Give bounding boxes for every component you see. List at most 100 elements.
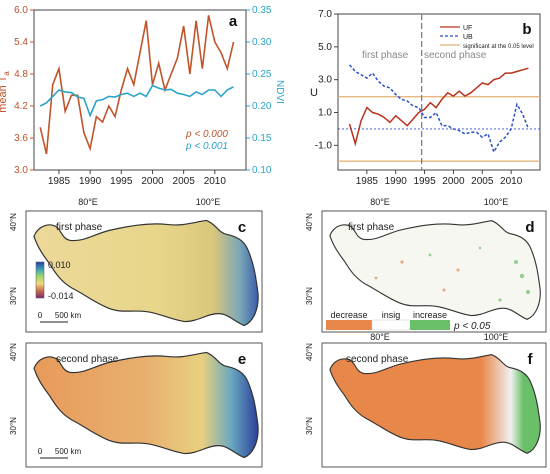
trend-legend: decrease insig increase p < 0.05	[326, 310, 491, 332]
a-p-ndvi: p < 0.001	[185, 141, 228, 152]
e-lat-40: 40°N	[9, 343, 18, 361]
b-legend-sig: significant at the 0.05 level	[463, 44, 534, 50]
legend-increase: increase	[413, 310, 447, 320]
legend-insig: insig	[382, 310, 401, 320]
c-lon-80: 80°E	[78, 197, 98, 207]
e-scale-zero: 0	[38, 447, 43, 456]
panel-c-label: c	[238, 219, 246, 236]
a-x-tick-label: 2005	[173, 176, 196, 187]
a-right-tick-label: 0.35	[252, 5, 272, 16]
b-ub-line	[348, 64, 530, 154]
a-series-lines	[39, 15, 235, 155]
a-left-tick-label: 3.0	[14, 165, 28, 176]
d-phase-label: first phase	[348, 222, 395, 233]
legend-p: p < 0.05	[453, 321, 491, 332]
b-uf-line	[348, 67, 529, 147]
panel-a: 3.03.64.24.85.46.0 0.100.150.200.250.300…	[0, 5, 285, 187]
a-ndvi-line	[39, 84, 234, 118]
a-left-axis: 3.0 3.6 4.2 4.8 5.4 6.0	[14, 5, 34, 176]
b-x-tick-label: 1990	[385, 176, 408, 187]
panel-c: 80°E 100°E 40°N 30°N first phase c 0.010…	[9, 197, 263, 333]
panel-e: 40°N 30°N second phase e 0 500 km	[9, 342, 263, 468]
a-x-tick-label: 1985	[48, 176, 71, 187]
e-lat-30: 30°N	[9, 417, 18, 435]
a-x-axis: 1985 1990 1995 2000 2005 2010	[48, 170, 227, 187]
panel-d-label: d	[525, 219, 534, 236]
a-p-temp: p < 0.000	[185, 129, 228, 140]
a-right-tick-label: 0.30	[252, 37, 272, 48]
b-y-tick-label: 3.0	[318, 75, 332, 86]
b-legend-ub: UB	[463, 34, 473, 41]
panel-f-label: f	[528, 351, 534, 368]
f-lon-100: 100°E	[484, 332, 509, 342]
b-y-axis: -1.0 1.0 3.0 5.0 7.0	[315, 9, 338, 151]
a-x-tick-label: 2010	[204, 176, 227, 187]
legend-decrease: decrease	[330, 310, 367, 320]
a-right-tick-label: 0.25	[252, 69, 272, 80]
b-x-axis: 1985 1990 1995 2000 2005 2010	[356, 170, 523, 187]
c-phase-label: first phase	[56, 222, 103, 233]
a-left-tick-label: 6.0	[14, 5, 28, 16]
a-right-tick-label: 0.15	[252, 133, 272, 144]
a-right-tick-label: 0.20	[252, 101, 272, 112]
b-x-tick-label: 2010	[500, 176, 523, 187]
a-left-tick-label: 4.8	[14, 69, 28, 80]
c-colorbar	[35, 261, 45, 299]
panel-b-label: b	[522, 21, 531, 38]
c-scale-label: 500 km	[55, 311, 82, 320]
a-left-tick-label: 3.6	[14, 133, 28, 144]
a-right-tick-label: 0.10	[252, 165, 272, 176]
b-legend: UF UB significant at the 0.05 level	[440, 25, 534, 50]
c-scale-zero: 0	[38, 311, 43, 320]
a-temperature-line	[39, 15, 235, 155]
b-series-lines	[338, 14, 540, 170]
panel-b: -1.0 1.0 3.0 5.0 7.0 1985 1990 1995 2000 2005 201…	[310, 9, 541, 187]
c-colorbar-min: -0.014	[48, 291, 74, 301]
panel-d: 80°E 100°E 40°N 30°N first phase d decre…	[305, 197, 547, 333]
panel-e-label: e	[238, 351, 246, 368]
b-x-tick-label: 1995	[413, 176, 436, 187]
d-lat-30: 30°N	[305, 287, 314, 305]
c-lat-40: 40°N	[9, 213, 18, 231]
legend-increase-swatch	[410, 320, 450, 330]
legend-decrease-swatch	[326, 320, 372, 330]
d-lat-40: 40°N	[305, 213, 314, 231]
panel-a-frame	[33, 9, 247, 171]
b-y-tick-label: 5.0	[318, 42, 332, 53]
a-x-tick-label: 2000	[141, 176, 164, 187]
e-phase-label: second phase	[56, 354, 119, 365]
b-y-tick-label: -1.0	[315, 140, 333, 151]
b-y-tick-label: 1.0	[318, 108, 332, 119]
a-x-tick-label: 1990	[79, 176, 102, 187]
d-lon-100: 100°E	[484, 197, 509, 207]
d-lon-80: 80°E	[370, 197, 390, 207]
f-phase-label: second phase	[346, 354, 409, 365]
b-x-tick-label: 2000	[442, 176, 465, 187]
b-first-phase-label: first phase	[362, 50, 409, 61]
d-trend-speckles	[374, 246, 530, 302]
c-lat-30: 30°N	[9, 287, 18, 305]
a-x-tick-label: 1995	[110, 176, 133, 187]
a-right-axis: 0.10 0.15 0.20 0.25 0.30 0.35	[246, 5, 272, 176]
panel-a-label: a	[229, 13, 238, 30]
a-ylabel-right: NDVI	[274, 80, 285, 104]
c-colorbar-max: 0.010	[48, 260, 71, 270]
panel-b-frame	[337, 13, 541, 171]
a-left-tick-label: 5.4	[14, 37, 28, 48]
e-scale-label: 500 km	[55, 447, 82, 456]
a-left-tick-label: 4.2	[14, 101, 28, 112]
panel-f: 80°E 100°E 40°N 30°N second phase f	[305, 332, 547, 468]
b-second-phase-label: second phase	[424, 50, 487, 61]
f-lon-80: 80°E	[370, 332, 390, 342]
b-ylabel: U	[310, 87, 318, 99]
c-lon-100: 100°E	[196, 197, 221, 207]
b-x-tick-label: 2005	[471, 176, 494, 187]
b-x-tick-label: 1985	[356, 176, 379, 187]
a-ylabel-left: mean Ta	[0, 71, 11, 113]
f-lat-30: 30°N	[305, 417, 314, 435]
f-lat-40: 40°N	[305, 343, 314, 361]
legend-insig-swatch	[371, 319, 411, 331]
b-y-tick-label: 7.0	[318, 9, 332, 20]
b-legend-uf: UF	[463, 25, 472, 32]
